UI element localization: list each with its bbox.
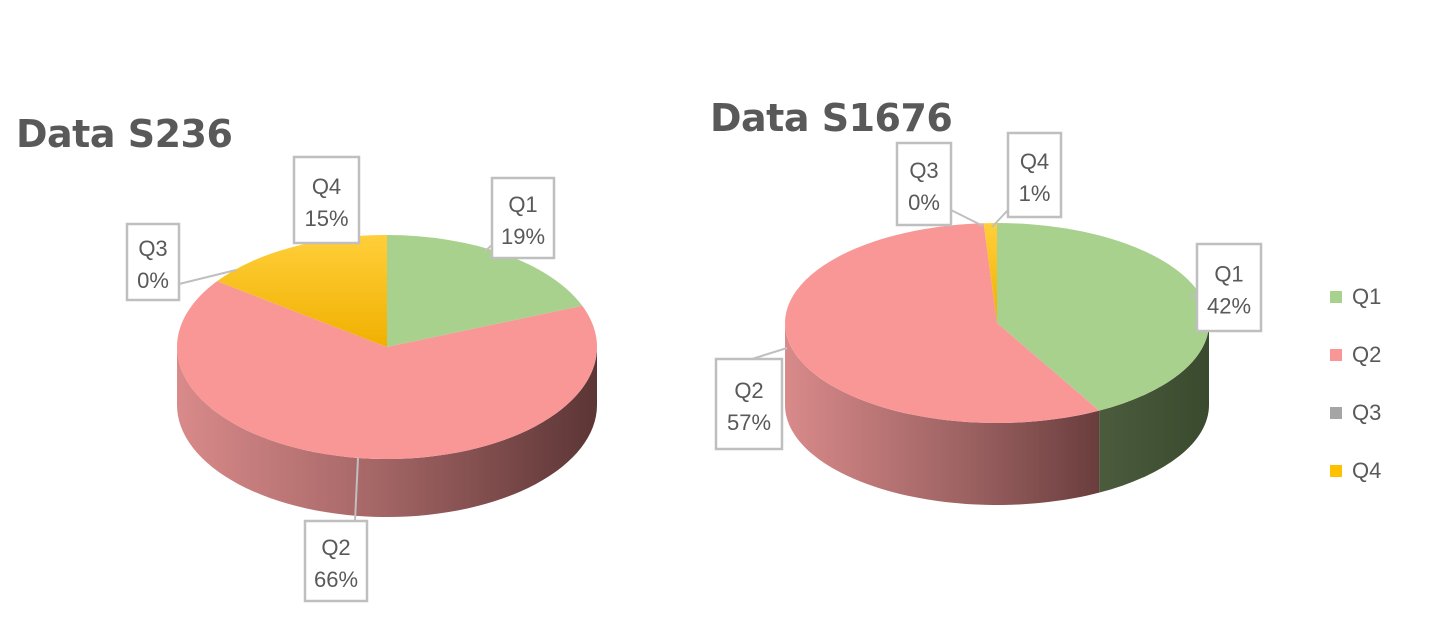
data-label-category: Q2 [734, 378, 763, 403]
data-label-category: Q1 [508, 192, 537, 217]
data-label-box [1195, 242, 1263, 333]
legend-item-q2: Q2 [1330, 326, 1381, 384]
leader-line [950, 209, 984, 227]
data-label-value: 0% [137, 268, 169, 293]
data-label-value: 42% [1207, 294, 1251, 319]
data-label-value: 15% [304, 206, 348, 231]
data-label-q3: Q30% [125, 222, 237, 302]
data-label-q4: Q41% [991, 131, 1063, 228]
pie-slice-q1 [997, 223, 1209, 411]
data-label-category: Q4 [1020, 149, 1049, 174]
pie-slice-q4 [217, 235, 387, 347]
legend-item-q4: Q4 [1330, 442, 1381, 500]
data-label-box [125, 222, 181, 302]
legend-label-q1: Q1 [1352, 284, 1382, 309]
data-label-category: Q3 [909, 158, 938, 183]
chart-2-title: Data S1676 [710, 96, 953, 140]
data-label-box [714, 357, 784, 451]
legend-item-q3: Q3 [1330, 384, 1381, 442]
data-label-category: Q2 [321, 535, 350, 560]
pie-slice-q2 [177, 281, 597, 459]
data-label-value: 1% [1019, 181, 1051, 206]
data-label-value: 57% [727, 410, 771, 435]
legend-swatch-q2 [1330, 349, 1342, 361]
data-label-category: Q3 [138, 236, 167, 261]
data-label-box [895, 141, 953, 227]
pie-chart-2-sides [785, 323, 1209, 505]
pie-side-q1 [1099, 323, 1209, 493]
pie-slice-q4 [983, 223, 997, 323]
pie-slice-q1 [387, 235, 583, 347]
leader-line [354, 457, 359, 522]
leader-line [178, 269, 237, 285]
legend-label-q3: Q3 [1352, 400, 1382, 425]
chart-1-title: Data S236 [16, 112, 233, 156]
legend-item-q1: Q1 [1330, 268, 1381, 326]
legend-swatch-q3 [1330, 407, 1342, 419]
leader-line [751, 347, 788, 360]
legend-swatch-q1 [1330, 291, 1342, 303]
legend-label-q4: Q4 [1352, 458, 1382, 483]
data-label-category: Q4 [312, 174, 341, 199]
pie-side-q2 [785, 323, 1100, 505]
legend-swatch-q4 [1330, 465, 1342, 477]
data-label-box [292, 155, 361, 245]
data-label-q3: Q30% [895, 141, 984, 227]
data-label-category: Q1 [1214, 262, 1243, 287]
pie-slice-q2 [785, 223, 1100, 423]
data-label-value: 19% [501, 224, 545, 249]
pie-chart-1-sides [177, 347, 597, 517]
data-label-box [490, 176, 556, 260]
pie-side-q2 [177, 347, 597, 517]
data-label-value: 0% [908, 190, 940, 215]
legend-label-q2: Q2 [1352, 342, 1382, 367]
data-label-box [1006, 131, 1063, 219]
data-label-box [303, 519, 369, 603]
data-label-value: 66% [314, 567, 358, 592]
leader-line [991, 209, 1009, 228]
legend: Q1 Q2 Q3 Q4 [1330, 268, 1381, 500]
leader-line [483, 244, 493, 253]
